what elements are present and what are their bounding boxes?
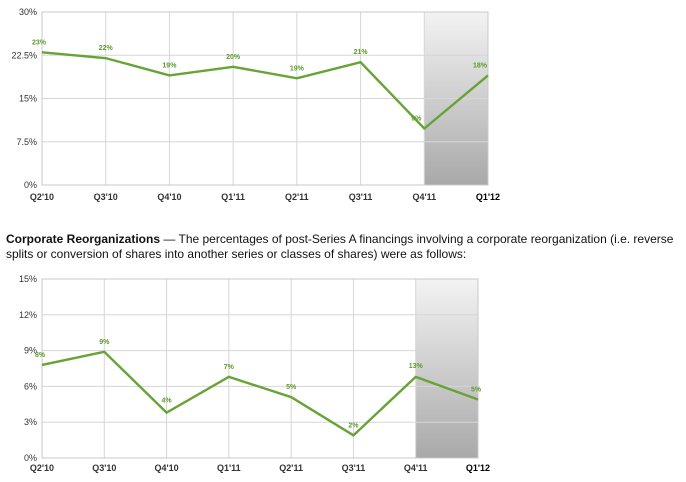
y-tick-label: 30% bbox=[19, 7, 37, 17]
data-label: 5% bbox=[471, 387, 482, 394]
x-tick-label: Q3'10 bbox=[92, 463, 116, 473]
chart-2: 0% 3% 6% 9% 12% 15% Q2'10 Q3'10 Q4'10 Q1'11 Q2'11 Q… bbox=[19, 274, 490, 473]
data-label: 20% bbox=[226, 54, 241, 61]
x-tick-label: Q3'11 bbox=[342, 463, 366, 473]
data-label: 8% bbox=[35, 352, 46, 359]
y-tick-label: 0% bbox=[24, 180, 37, 190]
paragraph-heading: Corporate Reorganizations bbox=[6, 232, 161, 246]
data-label: 4% bbox=[162, 398, 173, 405]
highlight-region bbox=[415, 279, 478, 458]
series-line bbox=[41, 51, 489, 131]
x-tick-label: Q3'11 bbox=[349, 192, 373, 202]
y-tick-label: 15% bbox=[19, 94, 37, 104]
x-tick-label: Q2'10 bbox=[30, 463, 54, 473]
x-tick-label: Q1'11 bbox=[217, 463, 241, 473]
x-tick-label: Q4'10 bbox=[154, 463, 178, 473]
y-tick-label: 7.5% bbox=[16, 137, 37, 147]
x-tick-label: Q2'11 bbox=[285, 192, 309, 202]
x-tick-label: Q2'11 bbox=[279, 463, 303, 473]
data-label: 23% bbox=[32, 39, 47, 46]
corporate-reorganizations-paragraph: Corporate Reorganizations — The percenta… bbox=[6, 232, 682, 262]
data-label: 19% bbox=[162, 62, 177, 69]
y-tick-label: 15% bbox=[19, 274, 37, 284]
data-label: 9% bbox=[411, 115, 422, 122]
data-label: 19% bbox=[290, 65, 305, 72]
x-tick-label: Q4'11 bbox=[404, 463, 428, 473]
y-tick-label: 9% bbox=[24, 346, 37, 356]
chart-1: 0% 7.5% 15% 22.5% 30% Q2'10 Q3'10 Q4'10 Q1'11 Q2'… bbox=[11, 7, 500, 202]
data-label: 22% bbox=[99, 45, 114, 52]
plot-frame bbox=[41, 278, 479, 459]
y-tick-label: 22.5% bbox=[11, 50, 37, 60]
y-tick-label: 0% bbox=[24, 453, 37, 463]
y-tick-label: 6% bbox=[24, 381, 37, 391]
y-tick-label: 3% bbox=[24, 417, 37, 427]
x-tick-label: Q1'12 bbox=[476, 192, 500, 202]
x-tick-label: Q1'11 bbox=[221, 192, 245, 202]
paragraph-text: — The percentages of post-Series A finan… bbox=[6, 232, 674, 261]
data-label: 21% bbox=[354, 49, 369, 56]
x-tick-label: Q1'12 bbox=[466, 463, 490, 473]
series-line bbox=[41, 350, 479, 437]
x-tick-label: Q4'11 bbox=[412, 192, 436, 202]
x-tick-label: Q3'10 bbox=[94, 192, 118, 202]
data-label: 2% bbox=[348, 422, 359, 429]
data-label: 5% bbox=[286, 384, 297, 391]
x-tick-label: Q2'10 bbox=[30, 192, 54, 202]
y-tick-label: 12% bbox=[19, 310, 37, 320]
data-label: 9% bbox=[99, 339, 110, 346]
data-label: 7% bbox=[224, 364, 235, 371]
data-label: 18% bbox=[473, 62, 488, 69]
plot-frame bbox=[41, 11, 489, 186]
data-label: 13% bbox=[409, 363, 424, 370]
x-tick-label: Q4'10 bbox=[157, 192, 181, 202]
